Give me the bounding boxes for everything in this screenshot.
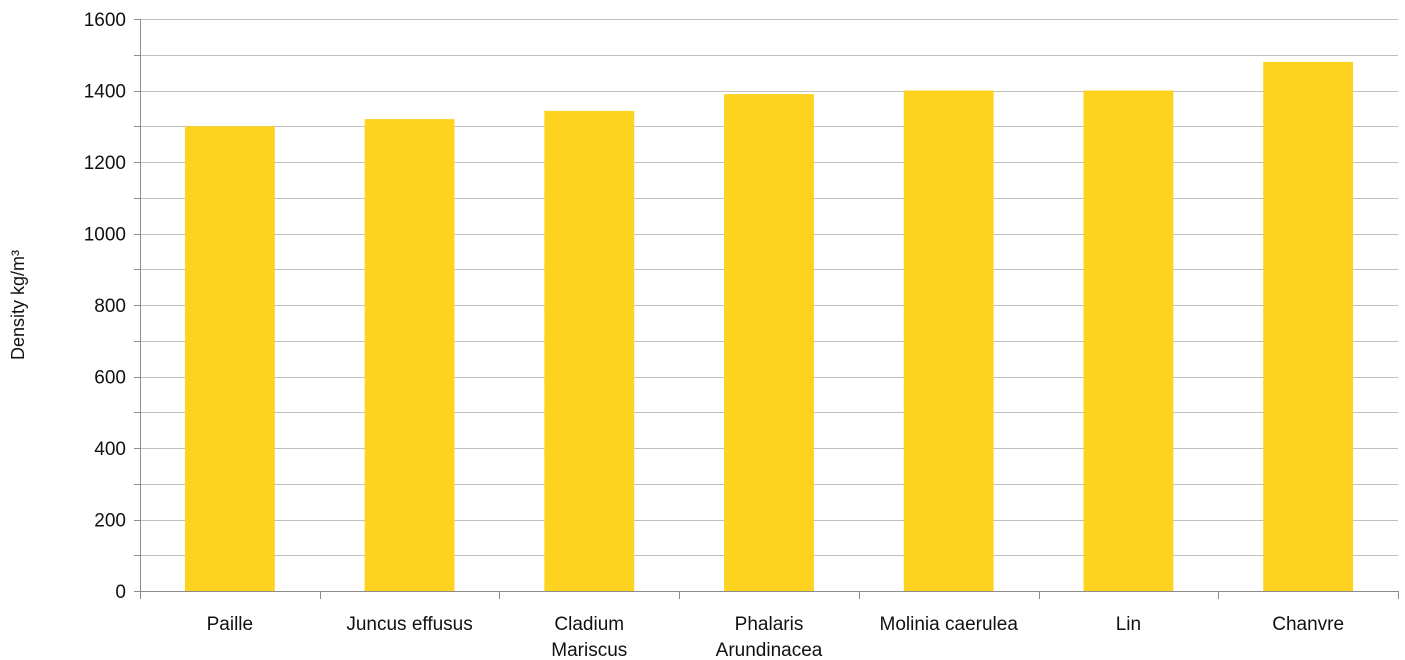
bar [184, 126, 275, 591]
x-tick-label: Lin [1116, 614, 1141, 635]
x-tick-label: Phalaris Arundinacea [716, 614, 823, 660]
y-axis-title: Density kg/m³ [8, 250, 28, 360]
bar [724, 94, 814, 591]
axes [134, 19, 1399, 599]
bars [184, 61, 1354, 591]
bar [544, 110, 635, 591]
y-tick-label: 800 [94, 296, 126, 317]
x-tick-label: Paille [207, 614, 253, 635]
y-tick-label: 600 [94, 368, 126, 389]
x-tick-label: Cladium Mariscus [551, 614, 627, 660]
x-tick-label: Juncus effusus [346, 614, 472, 635]
bar [1263, 61, 1354, 591]
x-tick-labels: Paille Juncus effusus Cladium Mariscus Phala… [207, 614, 1344, 660]
y-tick-label: 1400 [84, 82, 126, 103]
y-tick-label: 200 [94, 511, 126, 532]
x-tick-label: Chanvre [1272, 614, 1344, 635]
bar [903, 90, 994, 591]
y-tick-labels: 0 200 400 600 800 1000 1200 1400 1600 [84, 10, 126, 603]
y-tick-label: 400 [94, 439, 126, 460]
y-tick-label: 0 [115, 582, 126, 603]
x-tick-label: Molinia caerulea [880, 614, 1019, 635]
bar [364, 119, 455, 591]
y-tick-label: 1200 [84, 153, 126, 174]
bar [1083, 90, 1174, 591]
y-tick-label: 1000 [84, 225, 126, 246]
y-tick-label: 1600 [84, 10, 126, 31]
